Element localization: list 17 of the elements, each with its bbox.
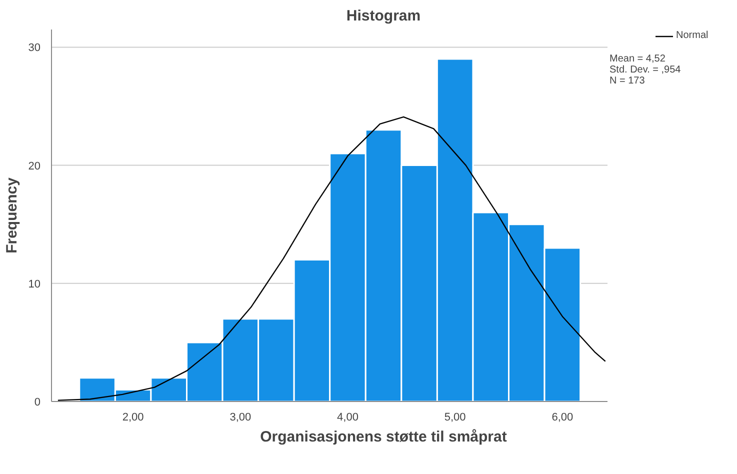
x-axis-title: Organisasjonens støtte til småprat: [260, 428, 507, 446]
x-tick-label: 2,00: [122, 412, 144, 424]
x-tick-label: 4,00: [337, 412, 358, 424]
x-tick-label: 6,00: [552, 412, 574, 424]
y-tick-label: 10: [28, 278, 41, 290]
text: Std. Dev. = ,954: [610, 64, 682, 76]
chart-title: Histogram: [346, 8, 421, 24]
y-tick-label: 20: [28, 160, 41, 172]
y-tick-label: 30: [28, 42, 41, 54]
x-tick-label: 3,00: [230, 412, 252, 424]
legend-label: Normal: [676, 30, 708, 41]
y-axis-title: Frequency: [3, 176, 20, 254]
line-series: [57, 116, 606, 401]
y-tick-label: 0: [34, 396, 41, 408]
x-tick-label: 5,00: [444, 412, 466, 424]
text: N = 173: [610, 76, 646, 86]
text: Mean = 4,52: [610, 54, 666, 64]
